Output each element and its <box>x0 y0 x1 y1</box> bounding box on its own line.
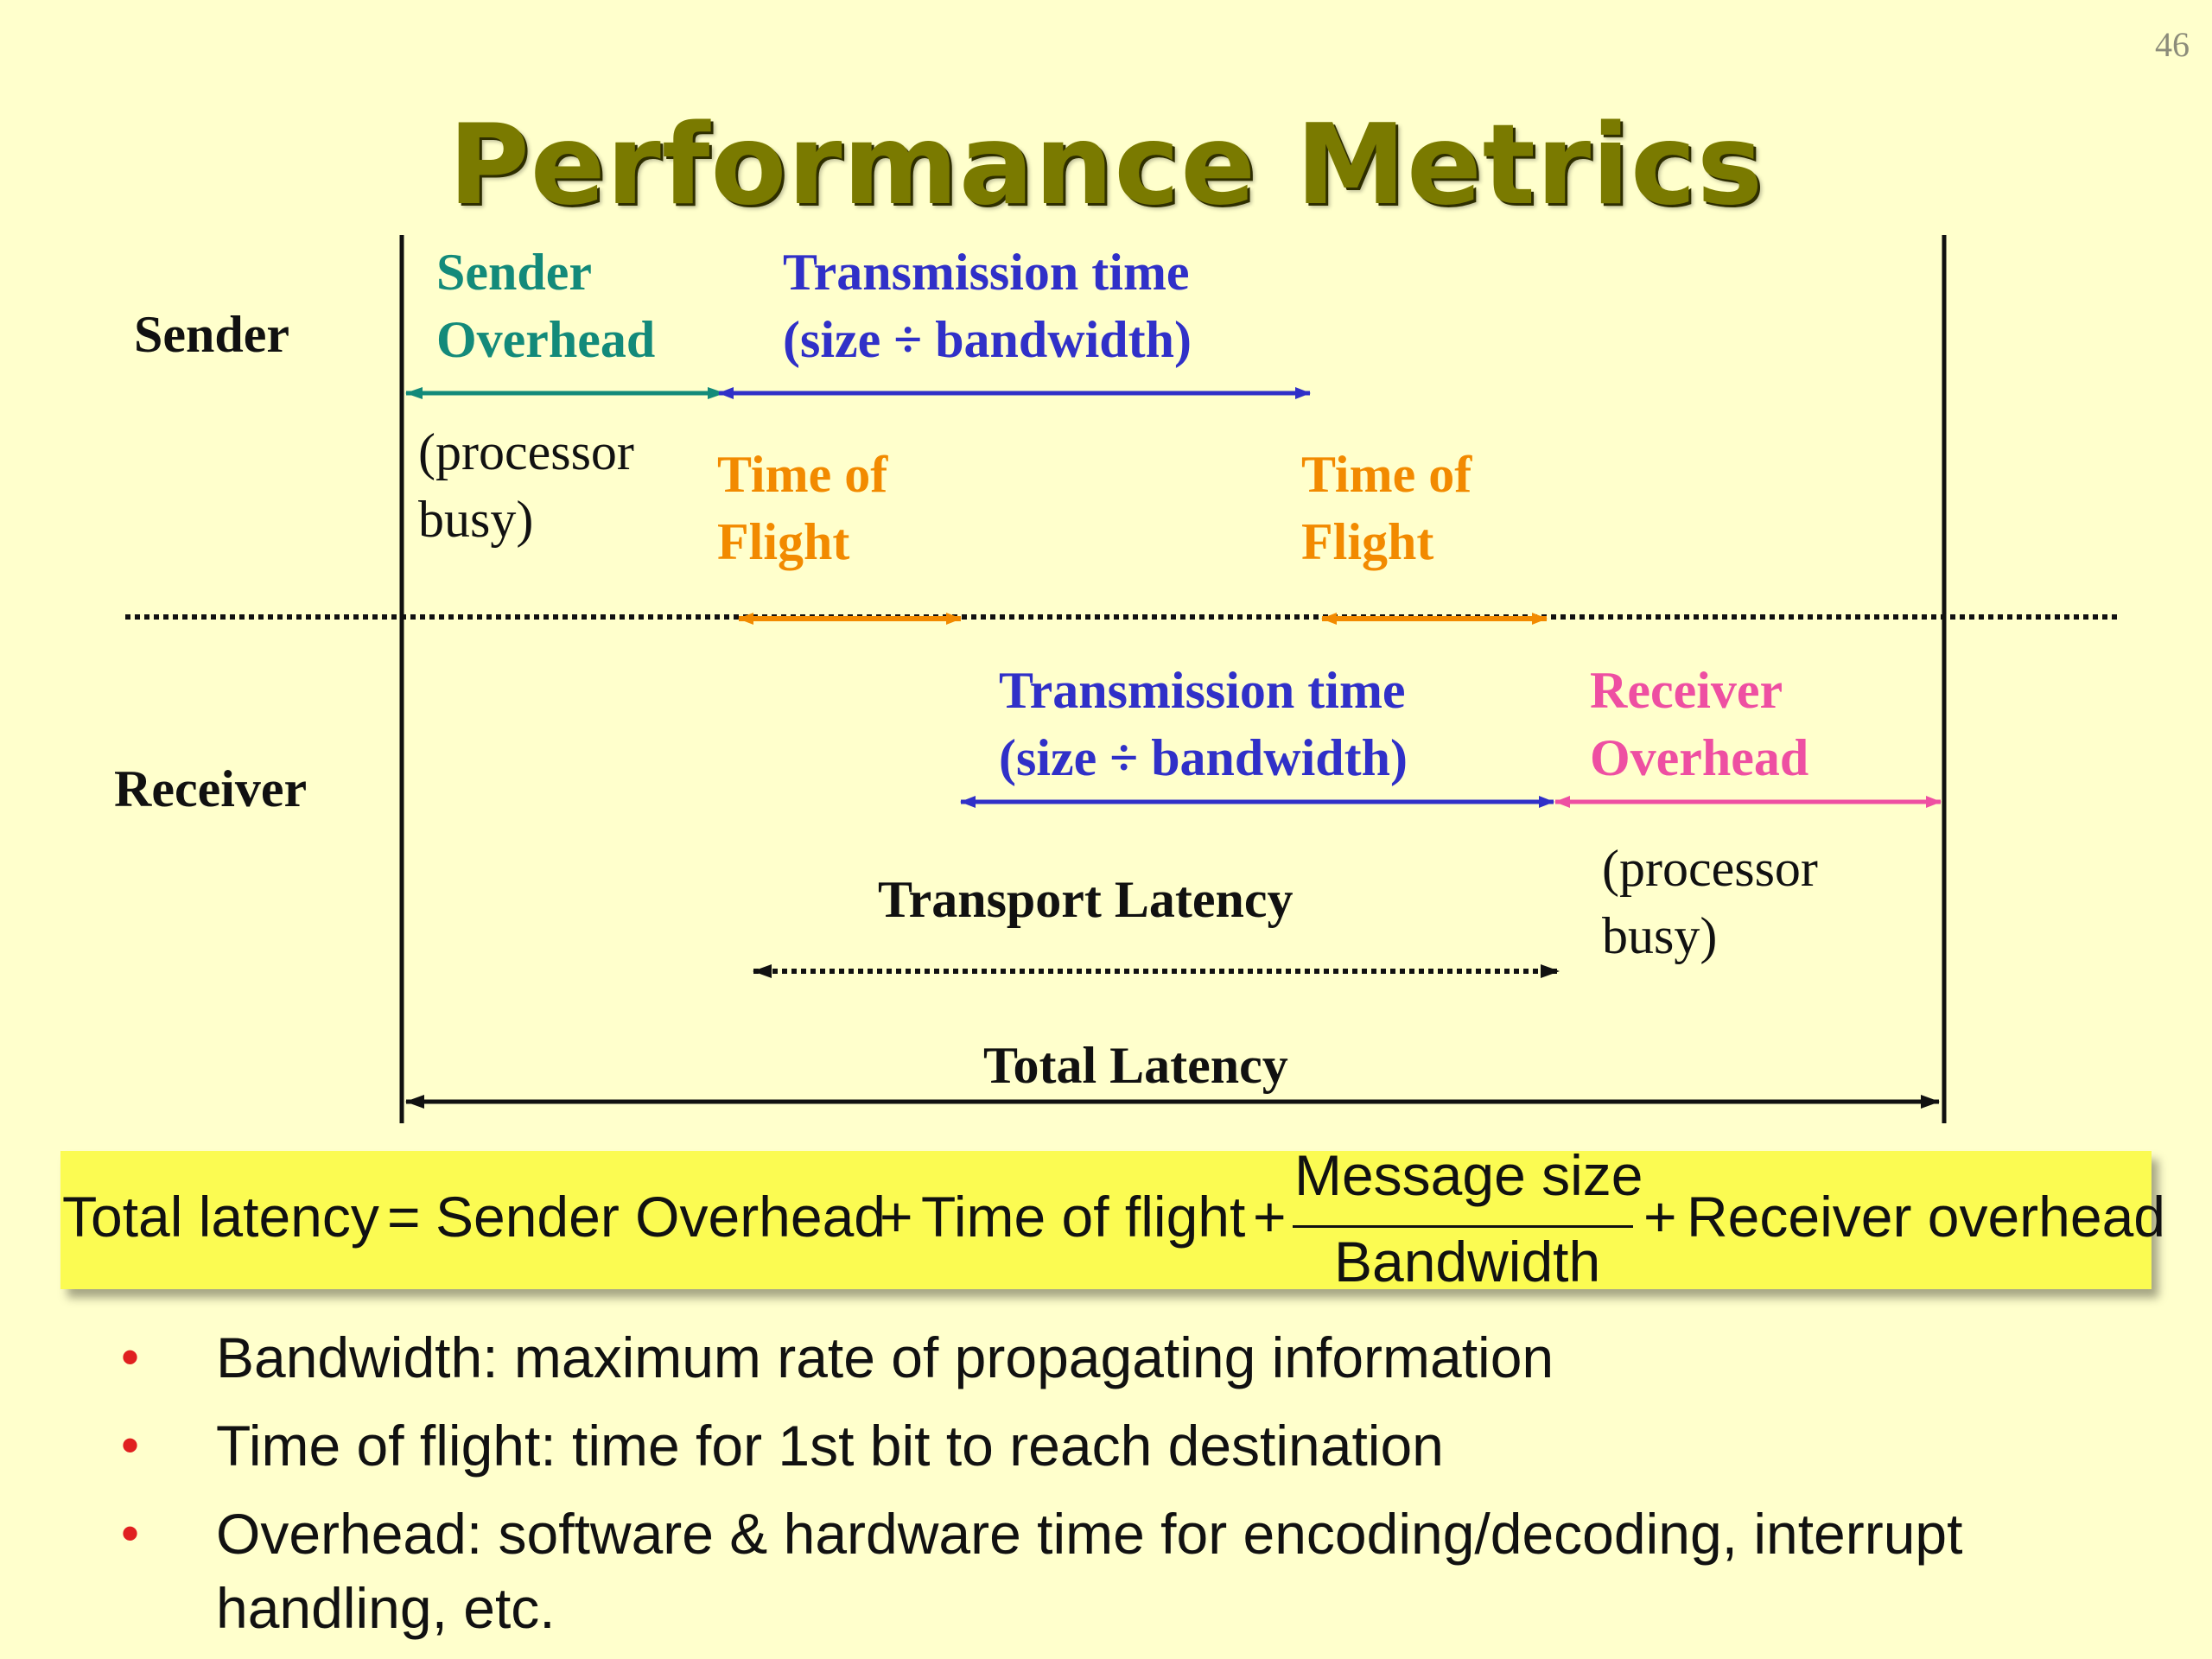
definition-bullet-list: • Bandwidth: maximum rate of propagating… <box>121 1320 2160 1659</box>
formula-lhs: Total latency <box>62 1185 379 1249</box>
formula-equals: = <box>387 1185 421 1249</box>
bullet-marker: • <box>121 1504 140 1562</box>
receiver-overhead-label: Receiver Overhead <box>1590 662 1809 786</box>
bullet-marker: • <box>121 1416 140 1474</box>
formula-plus-1: + <box>880 1185 913 1249</box>
receiver-processor-busy-note: (processor busy) <box>1602 840 1818 964</box>
formula-numerator: Message size <box>1294 1143 1643 1207</box>
bullet-item: • Time of flight: time for 1st bit to re… <box>121 1408 2160 1483</box>
time-of-flight-label-1: Time of Flight <box>717 446 888 570</box>
bullet-item: • Overhead: software & hardware time for… <box>121 1497 2056 1645</box>
formula-fraction-bar <box>1293 1225 1633 1228</box>
formula-sender-overhead: Sender Overhead <box>435 1185 887 1249</box>
transport-latency-label: Transport Latency <box>878 871 1294 928</box>
sender-transmission-label: Transmission time (size ÷ bandwidth) <box>783 244 1192 368</box>
latency-formula-box: Total latency = Sender Overhead + Time o… <box>60 1144 2165 1293</box>
receiver-transmission-label: Transmission time (size ÷ bandwidth) <box>999 662 1408 786</box>
time-of-flight-label-2: Time of Flight <box>1301 446 1472 570</box>
bullet-item: • Bandwidth: maximum rate of propagating… <box>121 1320 2160 1395</box>
formula-time-of-flight: Time of flight <box>921 1185 1246 1249</box>
formula-denominator: Bandwidth <box>1334 1230 1601 1294</box>
formula-receiver-overhead: Receiver overhead <box>1687 1185 2165 1249</box>
receiver-row-label: Receiver <box>114 760 308 817</box>
bullet-marker: • <box>121 1328 140 1386</box>
sender-overhead-label: Sender Overhead <box>436 244 656 368</box>
sender-processor-busy-note: (processor busy) <box>418 423 634 548</box>
sender-row-label: Sender <box>134 306 289 363</box>
page-number: 46 <box>2155 25 2190 64</box>
total-latency-label: Total Latency <box>983 1037 1288 1094</box>
formula-plus-2: + <box>1253 1185 1287 1249</box>
formula-plus-3: + <box>1643 1185 1677 1249</box>
slide-title: Performance Metrics <box>448 101 1764 230</box>
